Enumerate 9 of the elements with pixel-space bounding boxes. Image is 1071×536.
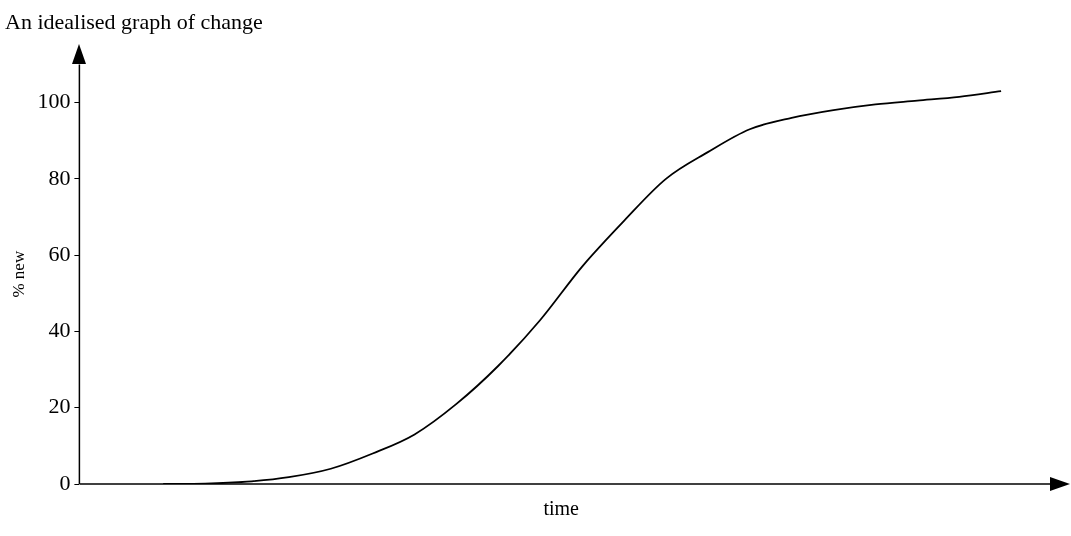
y-tick-label: 100: [37, 88, 71, 114]
y-tick-label: 80: [48, 164, 71, 190]
x-axis-title: time: [543, 497, 580, 520]
y-tick-label: 0: [59, 469, 71, 495]
y-tick-label: 20: [48, 393, 71, 419]
y-axis-title: % new: [8, 250, 28, 298]
chart-title: An idealised graph of change: [5, 8, 263, 34]
y-tick-label: 40: [48, 317, 71, 343]
y-tick-label: 60: [48, 240, 71, 266]
